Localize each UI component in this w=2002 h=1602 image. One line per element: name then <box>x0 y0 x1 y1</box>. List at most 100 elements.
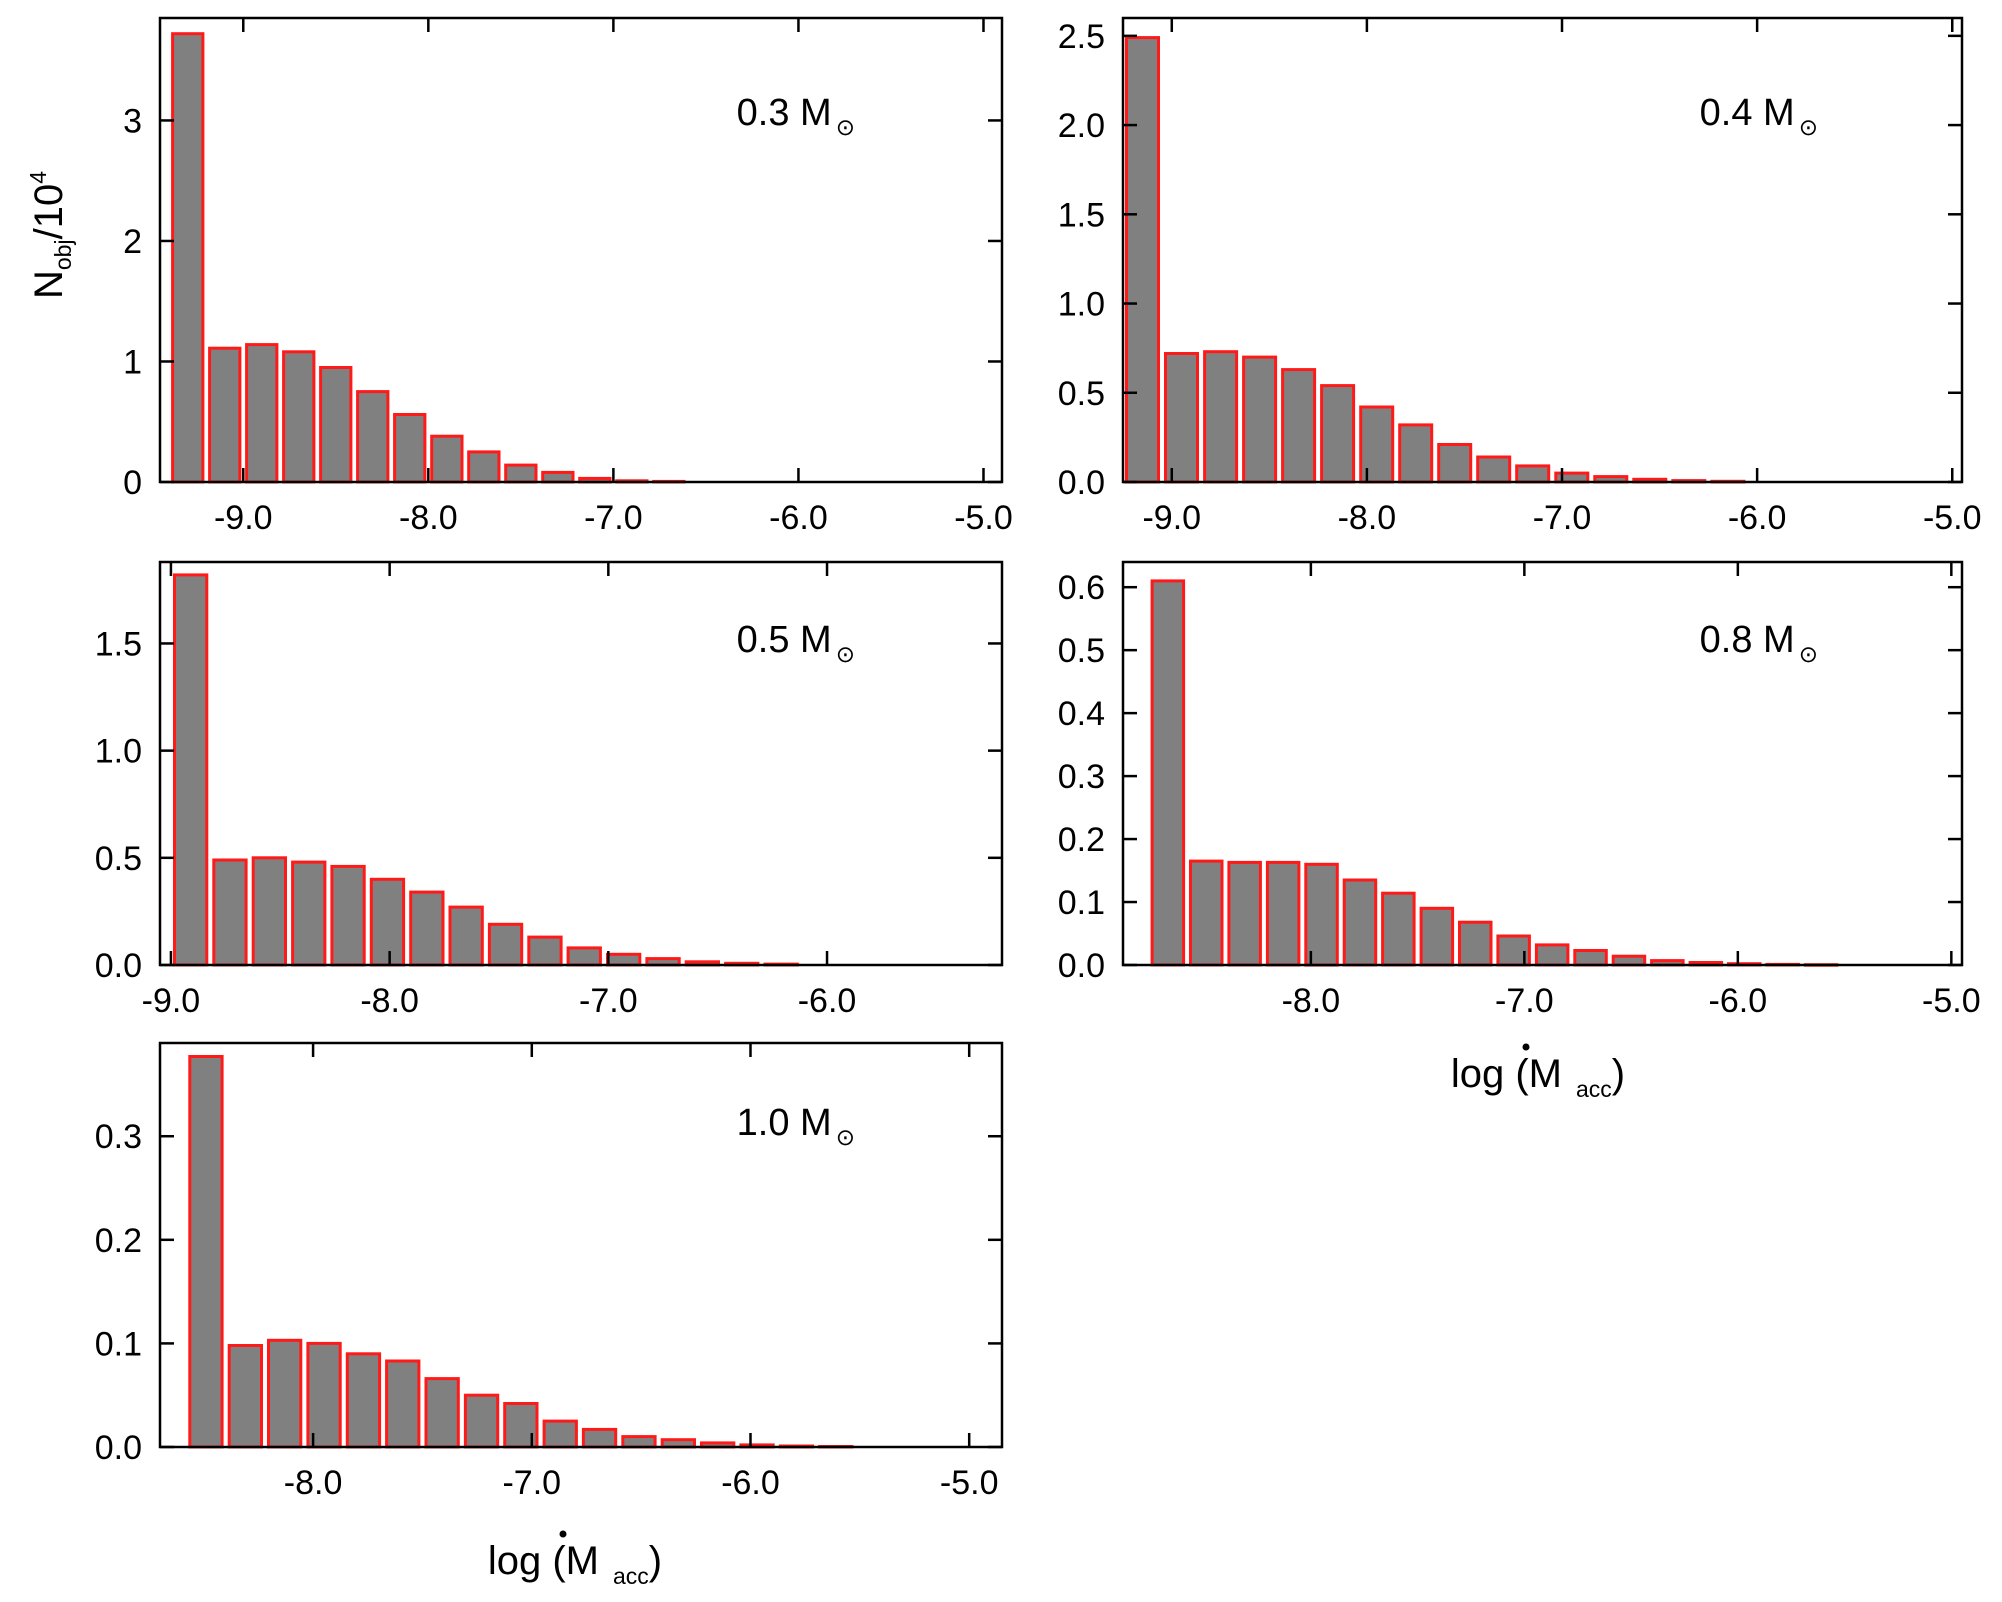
plot-frame <box>1121 560 1964 967</box>
panel-mass-label: 1.0 M ⊙ <box>737 1102 855 1150</box>
solar-mass-icon: ⊙ <box>836 1124 855 1150</box>
bar <box>291 860 327 967</box>
bar <box>171 32 205 484</box>
y-tick-label: 0.1 <box>95 1325 142 1363</box>
y-tick-label: 0.3 <box>95 1118 142 1156</box>
bar <box>1398 423 1434 484</box>
x-tick-label: -9.0 <box>214 499 273 537</box>
x-tick-label: -6.0 <box>769 499 828 537</box>
bar <box>1150 579 1186 967</box>
y-tick-label: 1.0 <box>1058 286 1105 324</box>
x-tick-label: -8.0 <box>1338 499 1397 537</box>
bar <box>1437 443 1473 484</box>
chart-panel-1: -9.0 -8.0 -7.0 -6.0 -5.0 0.0 0.5 1.0 1.5 2.0 2.5 0.… <box>1058 16 1982 537</box>
bar <box>1342 878 1378 967</box>
x-tick-label: -7.0 <box>502 1464 561 1502</box>
solar-mass-icon: ⊙ <box>1799 641 1818 667</box>
x-tick-label: -9.0 <box>142 982 201 1020</box>
solar-mass-icon: ⊙ <box>1799 114 1818 140</box>
bar <box>245 343 279 484</box>
bar <box>282 350 316 484</box>
bar <box>1573 949 1608 967</box>
bar <box>1304 862 1339 967</box>
panel-mass-text: 1.0 M <box>737 1102 832 1144</box>
x-axis-title-left-prefix: log ( <box>488 1539 566 1583</box>
chart-panel-3: -8.0 -7.0 -6.0 -5.0 0.0 0.1 0.2 0.3 0.4 0.5 0.6 0.8… <box>1058 560 1981 1020</box>
bar <box>424 1377 460 1449</box>
bar <box>345 1352 382 1449</box>
y-tick-label: 1.0 <box>95 733 142 771</box>
bar <box>1227 860 1262 967</box>
y-axis-title-rest: /10 <box>27 184 71 240</box>
bar <box>448 905 484 967</box>
bar <box>188 1055 224 1449</box>
bar <box>467 450 501 484</box>
bar <box>330 864 366 967</box>
y-tick-label: 0.0 <box>95 1429 142 1467</box>
bar <box>541 470 575 484</box>
y-tick-label: 0.2 <box>95 1222 142 1260</box>
y-tick-label: 1.5 <box>95 625 142 663</box>
x-axis-title-left-symbol: M <box>566 1539 599 1583</box>
x-tick-label: -5.0 <box>954 499 1013 537</box>
y-tick-label: 0.0 <box>1058 464 1105 502</box>
panel-mass-text: 0.8 M <box>1700 619 1795 661</box>
bar <box>1534 943 1570 967</box>
bar <box>319 366 353 484</box>
y-tick-label: 0.6 <box>1058 569 1105 607</box>
bar <box>430 434 464 484</box>
panel-mass-text: 0.5 M <box>737 619 832 661</box>
x-tick-label: -8.0 <box>360 982 419 1020</box>
bar <box>542 1419 578 1449</box>
y-tick-label: 0.2 <box>1058 821 1105 859</box>
bar <box>267 1338 303 1449</box>
y-tick-label: 1 <box>123 343 142 381</box>
y-tick-label: 2.0 <box>1058 107 1105 145</box>
y-tick-label: 2.5 <box>1058 18 1105 56</box>
x-tick-label: -6.0 <box>1709 982 1768 1020</box>
x-axis-title-right-dot-icon <box>1522 1043 1530 1051</box>
x-axis-title-right-suffix: ) <box>1612 1052 1625 1096</box>
solar-mass-icon: ⊙ <box>836 641 855 667</box>
bar <box>1476 455 1512 484</box>
bar <box>504 463 538 484</box>
x-axis-title-right-prefix: log ( <box>1451 1052 1529 1096</box>
chart-panel-2: -9.0 -8.0 -7.0 -6.0 0.0 0.5 1.0 1.5 0.5 M ⊙ <box>95 560 1004 1020</box>
bar <box>1125 36 1160 484</box>
bar <box>1611 954 1647 967</box>
bar <box>356 390 390 484</box>
bar <box>251 856 287 967</box>
x-tick-label: -7.0 <box>584 499 643 537</box>
x-axis-title-right-symbol: M <box>1529 1052 1562 1096</box>
plot-frame <box>158 16 1004 484</box>
bar <box>1419 906 1455 967</box>
y-tick-label: 0.3 <box>1058 758 1105 796</box>
bar <box>1320 384 1356 484</box>
x-axis-title-left-suffix: ) <box>649 1539 662 1583</box>
x-tick-label: -5.0 <box>1922 982 1981 1020</box>
panel-mass-text: 0.4 M <box>1700 92 1795 134</box>
bar <box>173 573 209 967</box>
x-tick-label: -7.0 <box>579 982 638 1020</box>
y-tick-label: 0 <box>123 464 142 502</box>
y-tick-label: 0.5 <box>1058 632 1105 670</box>
chart-panel-0: -9.0 -8.0 -7.0 -6.0 -5.0 0 1 2 3 0.3 M ⊙ <box>123 16 1013 537</box>
chart-panel-4: -8.0 -7.0 -6.0 -5.0 0.0 0.1 0.2 0.3 1.0 M ⊙ <box>95 1041 1004 1502</box>
bar <box>1189 859 1224 967</box>
bar <box>212 858 248 967</box>
plot-frame <box>158 1041 1004 1449</box>
x-tick-label: -8.0 <box>284 1464 343 1502</box>
x-axis-title-left-dot-icon <box>559 1530 567 1538</box>
plot-frame <box>158 560 1004 967</box>
x-tick-label: -5.0 <box>1923 499 1982 537</box>
y-tick-label: 3 <box>123 102 142 140</box>
bar <box>1164 352 1199 484</box>
bar <box>385 1359 421 1449</box>
bar <box>227 1344 263 1449</box>
bar <box>409 890 445 967</box>
x-tick-label: -8.0 <box>1282 982 1341 1020</box>
panel-mass-label: 0.3 M ⊙ <box>737 92 855 140</box>
x-tick-label: -9.0 <box>1142 499 1201 537</box>
x-tick-label: -5.0 <box>940 1464 999 1502</box>
